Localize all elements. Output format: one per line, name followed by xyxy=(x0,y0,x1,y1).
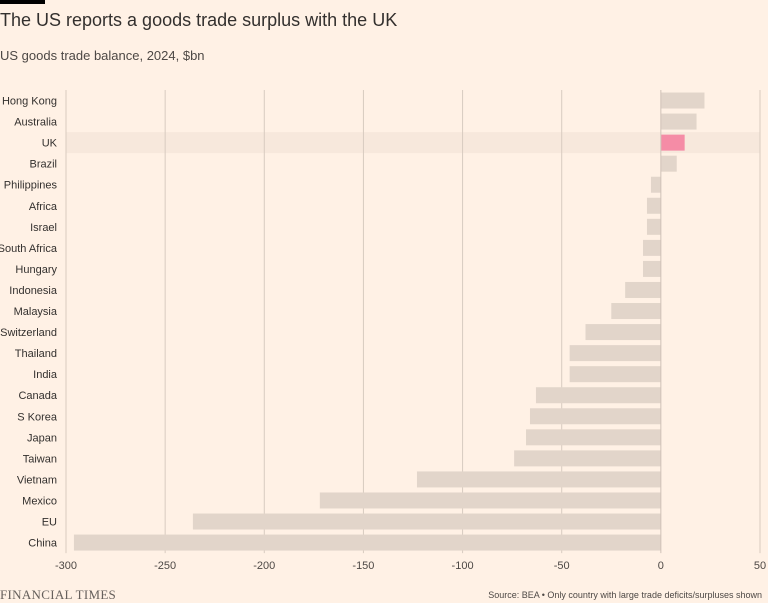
x-tick-label: -150 xyxy=(352,560,374,570)
category-label: Australia xyxy=(14,117,58,129)
category-label: Mexico xyxy=(22,495,57,507)
category-label: Canada xyxy=(18,390,57,402)
highlight-band xyxy=(66,132,760,154)
category-label: Hungary xyxy=(15,264,57,276)
bar xyxy=(526,429,661,446)
bar xyxy=(611,303,661,320)
x-tick-label: -300 xyxy=(55,560,77,570)
x-tick-label: -250 xyxy=(154,560,176,570)
bar xyxy=(625,281,661,298)
category-label: Africa xyxy=(29,201,58,213)
bar xyxy=(514,450,661,467)
category-label: Philippines xyxy=(4,180,58,192)
bar xyxy=(319,492,661,509)
category-label: Taiwan xyxy=(23,453,57,465)
category-label: Israel xyxy=(30,222,57,234)
category-label: Hong Kong xyxy=(2,96,57,108)
bar xyxy=(569,345,661,362)
source-note: Source: BEA • Only country with large tr… xyxy=(488,590,762,600)
category-label: Vietnam xyxy=(17,474,57,486)
bar xyxy=(660,113,697,130)
category-label: Indonesia xyxy=(9,285,58,297)
bar xyxy=(585,324,661,341)
category-label: China xyxy=(28,538,58,550)
bar xyxy=(192,513,661,530)
gridlines xyxy=(65,90,761,554)
bar xyxy=(660,155,677,172)
category-label: Malaysia xyxy=(14,306,58,318)
chart-subtitle: US goods trade balance, 2024, $bn xyxy=(0,48,205,63)
x-tick-label: -50 xyxy=(554,560,570,570)
category-label: Switzerland xyxy=(0,327,57,339)
brand-accent-bar xyxy=(0,0,45,4)
bar xyxy=(535,387,661,404)
category-label: EU xyxy=(42,517,57,529)
category-label: Japan xyxy=(27,432,57,444)
bar xyxy=(660,134,685,151)
bar xyxy=(660,92,705,109)
category-label: S Korea xyxy=(17,411,58,423)
chart-title: The US reports a goods trade surplus wit… xyxy=(0,10,398,30)
bar xyxy=(529,408,661,425)
x-tick-labels: -300 -250 -200 -150 -100 -50 0 50 xyxy=(55,560,766,570)
category-label: Brazil xyxy=(29,159,57,171)
bar xyxy=(646,197,661,214)
category-label: India xyxy=(33,369,58,381)
category-labels: Hong Kong Australia UK Brazil Philippines Afr… xyxy=(0,96,58,550)
bar xyxy=(643,260,661,277)
bar xyxy=(643,239,661,256)
bar xyxy=(73,534,661,551)
ft-brand-logo: FINANCIAL TIMES xyxy=(0,587,117,602)
bar xyxy=(416,471,661,488)
category-label: South Africa xyxy=(0,243,58,255)
category-label: Thailand xyxy=(15,348,57,360)
x-tick-label: 50 xyxy=(754,560,766,570)
bar xyxy=(650,176,661,193)
trade-balance-chart: Hong Kong Australia UK Brazil Philippines Afr… xyxy=(0,90,766,570)
bars xyxy=(73,92,705,551)
bar xyxy=(646,218,661,235)
category-label: UK xyxy=(42,138,58,150)
x-tick-label: -200 xyxy=(253,560,275,570)
x-tick-label: 0 xyxy=(658,560,664,570)
x-tick-label: -100 xyxy=(452,560,474,570)
bar xyxy=(569,366,661,383)
